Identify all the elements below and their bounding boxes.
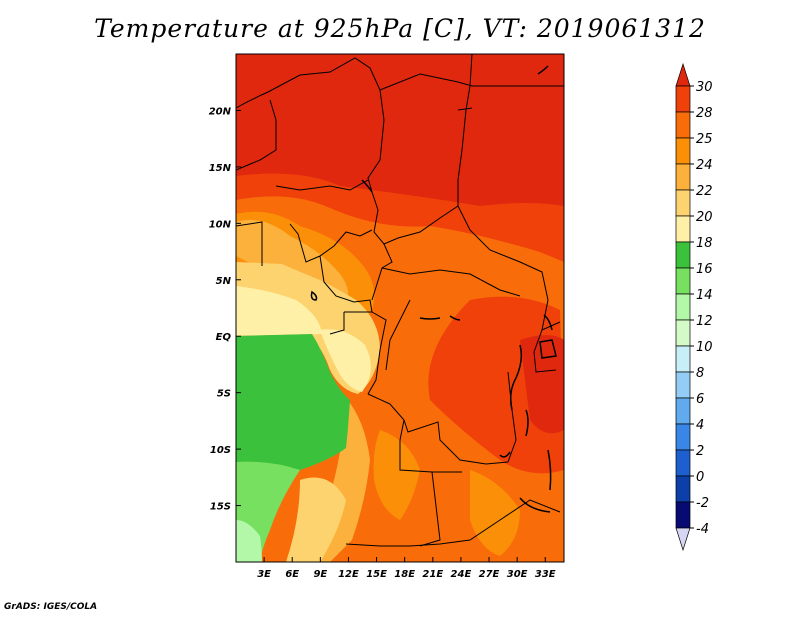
colorbar-label: 0 <box>696 470 704 485</box>
colorbar-label: -4 <box>696 522 709 537</box>
colorbar-label: 14 <box>696 288 713 303</box>
colorbar-label: 8 <box>696 366 704 381</box>
colorbar-label: 24 <box>696 158 713 173</box>
colorbar-label: 16 <box>696 262 713 277</box>
colorbar-label: -2 <box>696 496 709 511</box>
colorbar-block <box>675 137 691 165</box>
colorbar-block <box>675 475 691 503</box>
colorbar-label: 25 <box>696 132 713 147</box>
colorbar-block <box>675 293 691 321</box>
x-tick-label: 6E <box>285 569 299 580</box>
colorbar-label: 10 <box>696 340 713 355</box>
colorbar-block <box>675 371 691 399</box>
x-tick-label: 33E <box>535 569 556 580</box>
colorbar-label: 12 <box>696 314 713 329</box>
x-tick-label: 18E <box>394 569 415 580</box>
colorbar-label: 18 <box>696 236 713 251</box>
colorbar-block <box>675 111 691 139</box>
grads-credit: GrADS: IGES/COLA <box>4 602 98 612</box>
colorbar-top-arrow <box>675 62 691 87</box>
x-tick-label: 9E <box>313 569 327 580</box>
y-tick-label: 5N <box>216 276 232 287</box>
colorbar-label: 28 <box>696 106 713 121</box>
x-tick-label: 21E <box>422 569 443 580</box>
x-tick-label: 24E <box>451 569 472 580</box>
colorbar-block <box>675 163 691 191</box>
x-tick-label: 15E <box>366 569 387 580</box>
x-tick-label: 30E <box>507 569 528 580</box>
map-title: Temperature at 925hPa [C], VT: 201906131… <box>94 14 706 43</box>
colorbar-label: 30 <box>696 80 713 95</box>
colorbar-block <box>675 501 691 529</box>
y-tick-label: 10S <box>210 445 231 456</box>
colorbar-block <box>675 449 691 477</box>
colorbar-label: 2 <box>696 444 704 459</box>
colorbar-block <box>675 267 691 295</box>
colorbar-label: 20 <box>696 210 713 225</box>
x-axis: 3E 6E 9E 12E 15E 18E 21E 24E 27E 30E 33E <box>257 557 556 580</box>
y-tick-label: 10N <box>209 219 232 230</box>
temperature-field <box>236 54 564 563</box>
colorbar-block <box>675 319 691 347</box>
x-tick-label: 12E <box>338 569 359 580</box>
colorbar-block <box>675 423 691 451</box>
map-frame <box>235 53 565 563</box>
colorbar-block <box>675 189 691 217</box>
y-tick-label: 15S <box>210 502 231 513</box>
colorbar-bottom-arrow <box>675 527 691 552</box>
lakes <box>310 65 557 513</box>
colorbar-label: 6 <box>696 392 704 407</box>
y-axis: 20N 15N 10N 5N EQ 5S 10S 15S <box>209 106 241 513</box>
y-tick-label: 5S <box>217 389 231 400</box>
y-tick-label: 20N <box>209 106 232 117</box>
x-tick-label: 27E <box>479 569 500 580</box>
y-tick-label: EQ <box>216 332 232 343</box>
colorbar-block <box>675 397 691 425</box>
y-tick-label: 15N <box>209 163 232 174</box>
x-tick-label: 3E <box>257 569 271 580</box>
colorbar-block <box>675 85 691 113</box>
colorbar-block <box>675 241 691 269</box>
colorbar-block <box>675 345 691 373</box>
colorbar-label: 22 <box>696 184 713 199</box>
colorbar-block <box>675 215 691 243</box>
colorbar-label: 4 <box>696 418 704 433</box>
